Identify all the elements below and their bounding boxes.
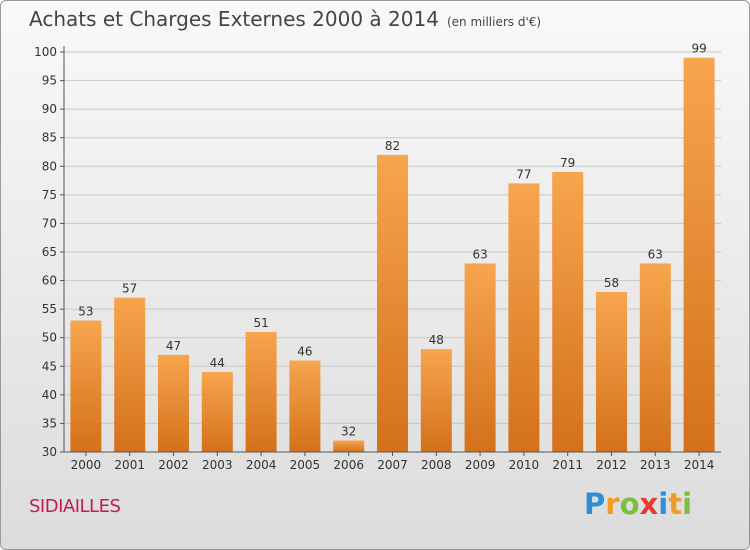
data-label-2006: 32 <box>341 425 356 439</box>
chart-title: Achats et Charges Externes 2000 à 2014 (e… <box>29 7 542 31</box>
y-tick-label: 45 <box>42 359 57 373</box>
bar-2002 <box>158 354 189 452</box>
bar-2013 <box>639 263 671 452</box>
chart-subtitle: (en milliers d'€) <box>446 15 542 29</box>
y-tick-label: 75 <box>42 188 57 202</box>
y-tick-label: 35 <box>42 416 57 430</box>
x-tick-label-2008: 2008 <box>421 458 452 472</box>
x-tick-label-2003: 2003 <box>202 458 233 472</box>
data-label-2001: 57 <box>122 282 137 296</box>
y-tick-label: 65 <box>42 245 57 259</box>
commune-name: SIDIAILLES <box>29 496 121 517</box>
y-tick-label: 60 <box>42 274 57 288</box>
x-tick-label-2012: 2012 <box>596 458 627 472</box>
x-tick-label-2007: 2007 <box>377 458 408 472</box>
logo-letter: P <box>584 487 606 521</box>
x-axis-ticks: 2000 2001 2002 2003 2004 2005 2006 2007 2008 2009… <box>71 452 715 472</box>
bar-2012 <box>596 292 627 452</box>
data-label-2000: 53 <box>78 305 93 319</box>
x-tick-label-2002: 2002 <box>158 458 189 472</box>
bar-2010 <box>508 183 540 452</box>
x-tick-label-2011: 2011 <box>552 458 583 472</box>
x-tick-label-2000: 2000 <box>71 458 102 472</box>
x-tick-label-2001: 2001 <box>114 458 145 472</box>
bar-2008 <box>420 349 452 452</box>
y-tick-label: 30 <box>42 445 57 459</box>
y-tick-label: 55 <box>42 302 57 316</box>
data-label-2009: 63 <box>472 247 487 261</box>
data-label-2013: 63 <box>648 247 663 261</box>
bar-2014 <box>683 57 715 452</box>
x-tick-label-2014: 2014 <box>684 458 715 472</box>
data-label-2002: 47 <box>166 339 181 353</box>
y-tick-label: 100 <box>34 45 57 59</box>
data-label-2012: 58 <box>604 276 619 290</box>
data-label-2007: 82 <box>385 139 400 153</box>
data-label-2014: 99 <box>691 42 706 56</box>
y-axis-ticks: 30 35 40 45 50 55 60 65 70 75 80 85 90 95 100 <box>34 45 64 459</box>
x-tick-label-2005: 2005 <box>290 458 321 472</box>
data-label-2003: 44 <box>210 356 225 370</box>
data-label-2004: 51 <box>253 316 268 330</box>
logo-letter: i <box>682 487 693 521</box>
bar-2003 <box>201 372 233 452</box>
data-label-2010: 77 <box>516 167 531 181</box>
logo-letter: o <box>619 487 640 521</box>
bar-2009 <box>464 263 496 452</box>
proxiti-logo[interactable]: Proxiti <box>584 487 692 521</box>
x-tick-label-2013: 2013 <box>640 458 671 472</box>
bar-2011 <box>552 172 584 452</box>
x-tick-label-2009: 2009 <box>465 458 496 472</box>
bar-2006 <box>333 440 365 452</box>
bar-2004 <box>245 332 277 452</box>
data-label-layer: 53 57 47 44 51 46 32 82 48 63 77 79 58 63 99 <box>78 42 706 439</box>
y-tick-label: 50 <box>42 331 57 345</box>
bar-2007 <box>377 154 408 452</box>
x-tick-label-2004: 2004 <box>246 458 277 472</box>
y-tick-label: 70 <box>42 216 57 230</box>
x-tick-label-2010: 2010 <box>509 458 540 472</box>
bar-2005 <box>289 360 321 452</box>
logo-letter: x <box>639 487 659 521</box>
y-tick-label: 90 <box>42 102 57 116</box>
data-label-2008: 48 <box>429 333 444 347</box>
x-tick-label-2006: 2006 <box>333 458 364 472</box>
bar-2000 <box>70 320 102 452</box>
y-tick-label: 40 <box>42 388 57 402</box>
y-tick-label: 95 <box>42 74 57 88</box>
bar-2001 <box>114 297 146 452</box>
logo-letter: r <box>605 487 620 521</box>
bar-layer <box>70 57 715 452</box>
logo-letter: t <box>668 487 683 521</box>
data-label-2011: 79 <box>560 156 575 170</box>
data-label-2005: 46 <box>297 345 312 359</box>
y-tick-label: 80 <box>42 159 57 173</box>
logo-letter: i <box>658 487 669 521</box>
y-tick-label: 85 <box>42 131 57 145</box>
